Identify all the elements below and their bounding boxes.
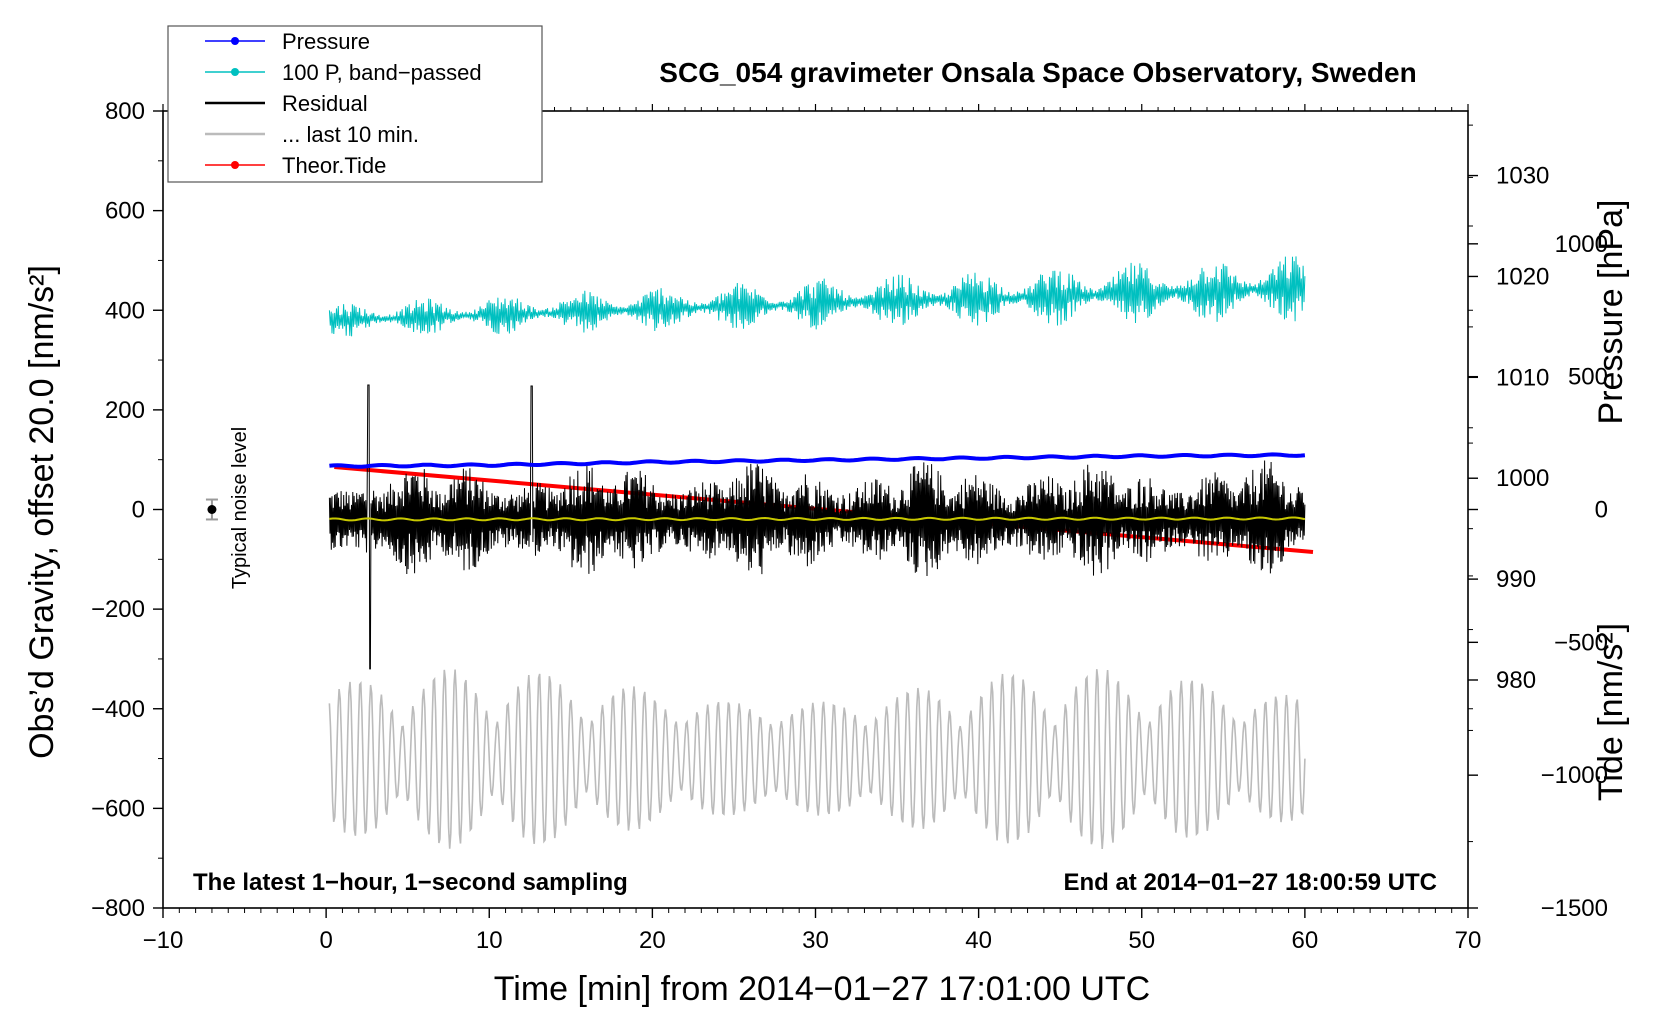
series-100p-bandpassed [328,256,1306,337]
legend: Pressure 100 P, band−passed Residual ... la… [167,25,543,183]
y-pressure-tick-label: 1020 [1496,263,1549,290]
y-pressure-tick-label: 1000 [1496,465,1549,492]
x-tick-label: 70 [1455,927,1482,954]
y-pressure-tick-label: 980 [1496,667,1536,694]
x-tick-label: 60 [1292,927,1319,954]
y-tide-tick-label: −1500 [1541,895,1608,922]
legend-label: ... last 10 min. [282,122,419,147]
y-left-tick-label: −600 [91,795,145,822]
x-tick-label: 30 [802,927,829,954]
y-axis-title-gravity: Obs’d Gravity, offset 20.0 [nm/s²] [23,265,61,759]
noise-level-label: Typical noise level [229,427,251,589]
x-tick-label: −10 [143,927,184,954]
y-axis-title-pressure: Pressure [hPa] [1592,200,1630,425]
noise-level-marker: Typical noise level [205,427,251,589]
series-pressure [329,452,1306,469]
legend-label: Pressure [282,29,370,54]
legend-label: Theor.Tide [282,153,386,178]
y-left-tick-label: −400 [91,696,145,723]
y-left-tick-label: 0 [132,497,145,524]
y-tide-tick-label: −1000 [1541,762,1608,789]
end-time-note: End at 2014−01−27 18:00:59 UTC [1063,869,1437,896]
y-left-tick-label: 800 [105,98,145,125]
y-left-tick-label: −800 [91,895,145,922]
x-tick-label: 40 [965,927,992,954]
y-tide-tick-label: 500 [1568,364,1608,391]
y-left-tick-label: 400 [105,297,145,324]
ticks-layer: −10 0 10 20 30 40 50 60 70−800−600−400−200020040… [91,98,1608,954]
series-residual-smoothed [329,516,1306,522]
y-left-tick-label: −200 [91,596,145,623]
y-tide-tick-label: 0 [1595,497,1608,524]
y-tide-tick-label: −500 [1554,629,1608,656]
x-tick-label: 50 [1128,927,1155,954]
y-axis-title-tide: Tide [nm/s²] [1592,623,1630,801]
sampling-note: The latest 1−hour, 1−second sampling [193,869,628,896]
legend-label: Residual [282,91,368,116]
x-tick-label: 20 [639,927,666,954]
series-layer [328,256,1314,849]
legend-marker [231,161,239,169]
legend-label: 100 P, band−passed [282,60,482,85]
y-pressure-tick-label: 990 [1496,566,1536,593]
y-tide-tick-label: 1000 [1555,231,1608,258]
series-last-10-min [328,669,1306,849]
x-tick-label: 10 [476,927,503,954]
y-pressure-tick-label: 1010 [1496,364,1549,391]
chart-title: SCG_054 gravimeter Onsala Space Observat… [659,57,1416,88]
y-left-tick-label: 600 [105,198,145,225]
noise-point [207,505,217,514]
x-tick-label: 0 [319,927,332,954]
series-residual [328,384,1306,670]
legend-marker [231,68,239,76]
legend-marker [231,37,239,45]
x-axis-title: Time [min] from 2014−01−27 17:01:00 UTC [494,970,1150,1008]
y-left-tick-label: 200 [105,397,145,424]
y-pressure-tick-label: 1030 [1496,163,1549,190]
